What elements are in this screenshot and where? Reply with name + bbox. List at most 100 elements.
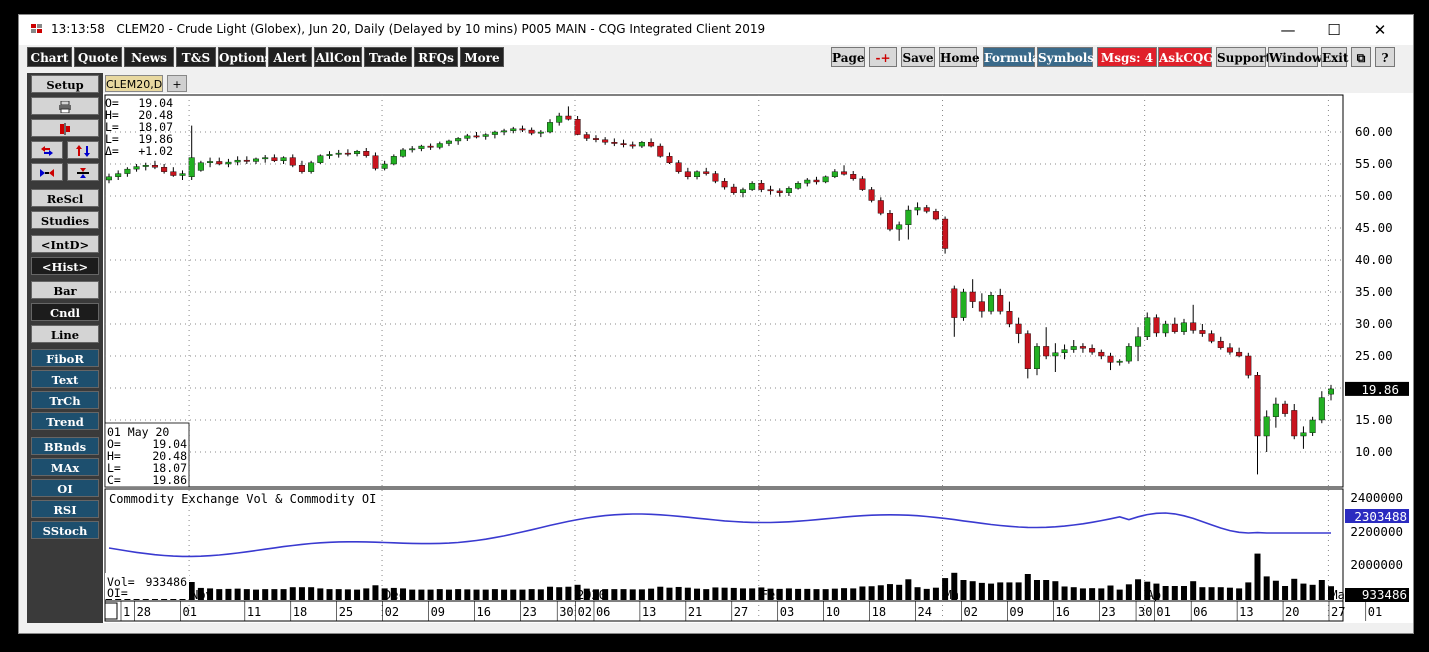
candle-body: [510, 128, 517, 131]
volume-bar: [932, 587, 939, 600]
expand-button[interactable]: [67, 163, 99, 181]
bar-button[interactable]: Bar: [31, 281, 99, 299]
candle-body: [262, 157, 269, 160]
maximize-button[interactable]: ☐: [1327, 21, 1341, 39]
volume-bar: [1052, 581, 1059, 600]
date-tick-label: 16: [477, 605, 491, 619]
volume-bar: [1089, 588, 1096, 600]
volume-bar: [1300, 583, 1307, 600]
close-button[interactable]: ✕: [1373, 21, 1387, 39]
volume-bar: [271, 589, 278, 600]
candle-body: [712, 173, 719, 182]
toolbar-allcon-button[interactable]: AllCon: [314, 47, 362, 67]
toolbar-news-button[interactable]: News: [124, 47, 174, 67]
volume-bar: [749, 588, 756, 600]
candle-body: [1309, 419, 1316, 434]
toolbar-ts-button[interactable]: T&S: [176, 47, 216, 67]
toolbar-arrows-button[interactable]: -+: [869, 47, 897, 67]
date-tick-label: 23: [1101, 605, 1115, 619]
fibor-button[interactable]: FiboR: [31, 349, 99, 367]
toolbar-exit-button[interactable]: Exit: [1321, 47, 1348, 67]
toolbar-chart-button[interactable]: Chart: [27, 47, 72, 67]
volume-bar: [592, 589, 599, 600]
toolbar-rfqs-button[interactable]: RFQs: [414, 47, 458, 67]
toolbar-window-button[interactable]: Window: [1268, 47, 1322, 67]
chart-type-button[interactable]: [31, 119, 99, 137]
toolbar-more-button[interactable]: More: [460, 47, 504, 67]
scroll-right-button[interactable]: [67, 141, 99, 159]
toolbar-options-button[interactable]: Options: [218, 47, 271, 67]
toolbar-msgs-button[interactable]: Msgs: 4: [1097, 47, 1157, 67]
toolbar-alert-button[interactable]: Alert: [268, 47, 312, 67]
toolbar-save-button[interactable]: Save: [901, 47, 935, 67]
minimize-button[interactable]: —: [1280, 21, 1296, 39]
volume-oi-title: Commodity Exchange Vol & Commodity OI: [109, 492, 376, 506]
toolbar-quote-button[interactable]: Quote: [74, 47, 122, 67]
candle-body: [795, 182, 802, 189]
print-button[interactable]: [31, 97, 99, 115]
toolbar-formula-button[interactable]: Formula: [983, 47, 1040, 67]
oi-button[interactable]: OI: [31, 479, 99, 497]
candle-body: [988, 294, 995, 312]
candle-body: [197, 162, 204, 171]
candle-button[interactable]: Cndl: [31, 303, 99, 321]
toolbar-restore-button[interactable]: ⧉: [1351, 47, 1371, 67]
tab-clem20[interactable]: CLEM20,D: [105, 75, 163, 92]
candle-body: [1153, 317, 1160, 334]
candle-body: [1098, 351, 1105, 357]
date-tick-label: 11: [247, 605, 261, 619]
historical-button[interactable]: <Hist>: [31, 257, 99, 275]
volume-bar: [409, 589, 416, 600]
ohlc-bottom-label: L=: [107, 461, 121, 475]
volume-bar: [298, 587, 305, 600]
volume-bar: [510, 589, 517, 600]
volume-bar: [767, 588, 774, 600]
candle-body: [225, 161, 232, 165]
rsi-button[interactable]: RSI: [31, 500, 99, 518]
volume-bar: [721, 587, 728, 600]
volume-bar: [1291, 578, 1298, 600]
toolbar-home-button[interactable]: Home: [939, 47, 980, 67]
volume-bar: [326, 589, 333, 600]
toolbar-symbols-button[interactable]: Symbols: [1037, 47, 1094, 67]
intraday-button[interactable]: <IntD>: [31, 235, 99, 253]
toolbar-page-button[interactable]: Page: [831, 47, 865, 67]
volume-bar: [1236, 588, 1243, 600]
max-button[interactable]: MAx: [31, 458, 99, 476]
add-tab-button[interactable]: +: [167, 75, 187, 92]
vol-readout-label: OI=: [107, 586, 128, 600]
studies-button[interactable]: Studies: [31, 211, 99, 229]
candle-body: [813, 179, 820, 183]
volume-bar: [1272, 580, 1279, 600]
volume-bar: [216, 589, 223, 600]
scroll-left-button[interactable]: [31, 141, 63, 159]
candle-body: [886, 213, 893, 230]
rescale-button[interactable]: ReScl: [31, 189, 99, 207]
candle-body: [455, 138, 462, 142]
date-scroll-box[interactable]: [104, 602, 118, 620]
bbnds-button[interactable]: BBnds: [31, 437, 99, 455]
vol-last-box: [1345, 588, 1409, 602]
candle-body: [785, 188, 792, 193]
candle-body: [427, 145, 434, 148]
candle-body: [409, 148, 416, 151]
trend-button[interactable]: Trend: [31, 412, 99, 430]
line-button[interactable]: Line: [31, 325, 99, 343]
sstoch-button[interactable]: SStoch: [31, 521, 99, 539]
compress-button[interactable]: [31, 163, 63, 181]
trch-button[interactable]: TrCh: [31, 391, 99, 409]
candle-body: [638, 142, 645, 147]
toolbar-askcqg-button[interactable]: AskCQG: [1158, 47, 1214, 67]
toolbar-help-button[interactable]: ?: [1375, 47, 1395, 67]
setup-button[interactable]: Setup: [31, 75, 99, 93]
volume-bar: [1135, 579, 1142, 600]
volume-bar: [473, 589, 480, 600]
text-button[interactable]: Text: [31, 370, 99, 388]
candle-body: [372, 155, 379, 169]
window-title: 13:13:58 CLEM20 - Crude Light (Globex), …: [51, 22, 766, 36]
toolbar-trade-button[interactable]: Trade: [364, 47, 412, 67]
toolbar-support-button[interactable]: Support: [1216, 47, 1271, 67]
candle-body: [326, 154, 333, 156]
printer-icon: [59, 100, 71, 114]
candle-body: [298, 165, 305, 172]
